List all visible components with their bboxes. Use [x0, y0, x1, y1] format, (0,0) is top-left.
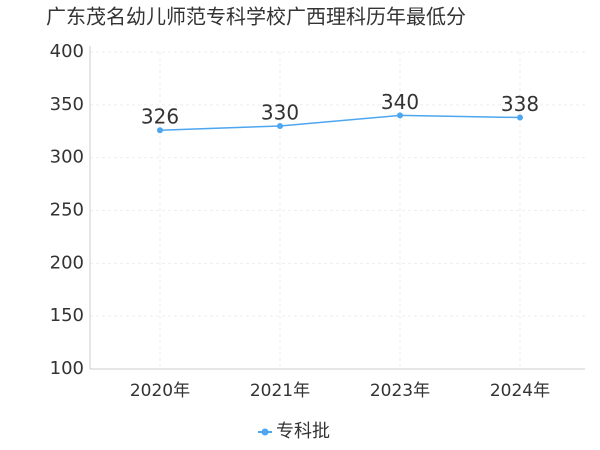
y-tick-label: 100 — [50, 358, 84, 379]
x-tick-label: 2021年 — [250, 381, 310, 401]
chart-title: 广东茂名幼儿师范专科学校广西理科历年最低分 — [46, 5, 466, 29]
data-point — [397, 112, 403, 119]
data-point — [517, 114, 523, 121]
y-tick-label: 250 — [50, 200, 84, 221]
data-label: 326 — [141, 105, 179, 129]
y-tick-label: 300 — [50, 147, 84, 168]
y-tick-label: 200 — [50, 252, 84, 273]
data-label: 330 — [261, 100, 299, 124]
x-tick-label: 2024年 — [490, 381, 550, 401]
data-label: 340 — [381, 90, 419, 114]
x-tick-label: 2020年 — [130, 381, 190, 401]
legend-marker — [261, 428, 269, 436]
data-label: 338 — [501, 92, 539, 116]
series-line — [159, 114, 521, 131]
y-tick-label: 400 — [50, 41, 84, 62]
legend-label: 专科批 — [276, 421, 330, 442]
y-tick-label: 350 — [50, 94, 84, 115]
x-tick-label: 2023年 — [370, 381, 430, 401]
data-point — [157, 127, 163, 134]
data-point — [277, 122, 283, 129]
y-tick-label: 150 — [50, 305, 84, 326]
